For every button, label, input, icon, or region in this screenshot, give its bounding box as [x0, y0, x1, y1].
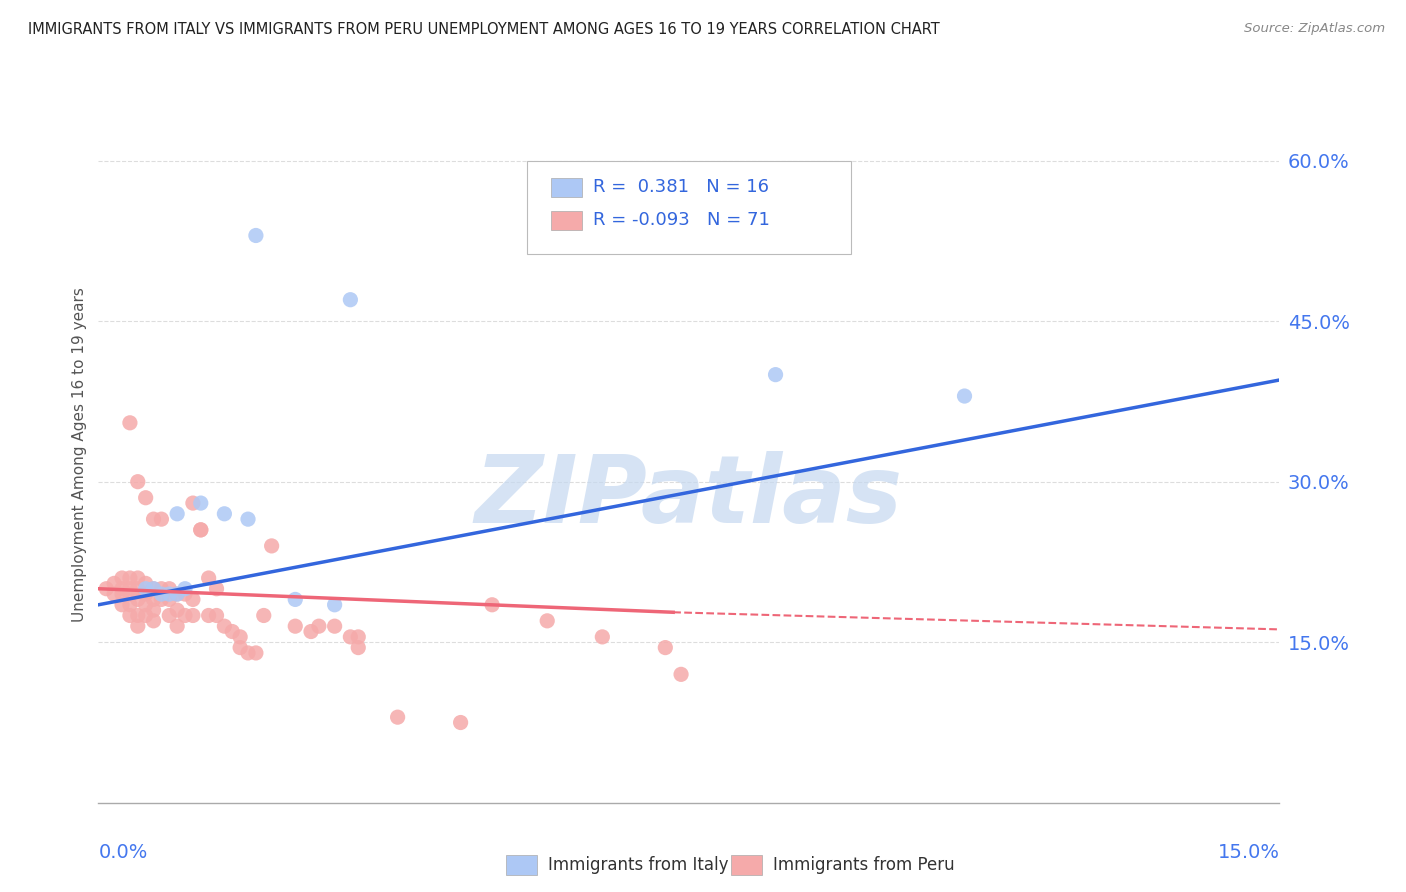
Point: [142, 592, 165, 607]
Point: [166, 619, 188, 633]
Point: [150, 587, 173, 601]
Point: [481, 598, 503, 612]
Point: [190, 523, 212, 537]
Point: [142, 614, 165, 628]
Point: [214, 507, 236, 521]
Point: [260, 539, 283, 553]
Point: [174, 587, 197, 601]
Point: [135, 598, 157, 612]
Point: [150, 582, 173, 596]
Point: [150, 592, 173, 607]
Point: [236, 646, 259, 660]
Point: [450, 715, 472, 730]
Point: [339, 293, 361, 307]
Point: [103, 587, 125, 601]
Point: [229, 640, 252, 655]
Point: [142, 603, 165, 617]
Point: [166, 603, 188, 617]
Point: [308, 619, 330, 633]
Point: [284, 619, 307, 633]
Point: [245, 646, 267, 660]
Point: [127, 592, 149, 607]
Text: ZIPatlas: ZIPatlas: [475, 450, 903, 542]
Point: [111, 598, 134, 612]
Point: [111, 582, 134, 596]
Point: [245, 228, 267, 243]
Point: [181, 496, 204, 510]
Point: [135, 608, 157, 623]
Point: [103, 576, 125, 591]
Point: [229, 630, 252, 644]
Point: [127, 582, 149, 596]
Point: [197, 571, 219, 585]
Point: [127, 619, 149, 633]
Point: [127, 608, 149, 623]
Point: [323, 598, 346, 612]
Point: [166, 587, 188, 601]
Point: [150, 512, 173, 526]
Point: [536, 614, 558, 628]
Point: [157, 608, 180, 623]
Point: [284, 592, 307, 607]
Point: [127, 571, 149, 585]
Point: [135, 491, 157, 505]
Point: [174, 582, 197, 596]
Point: [323, 619, 346, 633]
Text: R = -0.093   N = 71: R = -0.093 N = 71: [593, 211, 770, 229]
Text: R =  0.381   N = 16: R = 0.381 N = 16: [593, 178, 769, 196]
Text: Immigrants from Italy: Immigrants from Italy: [548, 856, 728, 874]
Point: [221, 624, 243, 639]
Point: [765, 368, 787, 382]
Point: [347, 630, 370, 644]
Point: [205, 582, 228, 596]
Point: [387, 710, 409, 724]
Point: [118, 416, 141, 430]
Point: [654, 640, 676, 655]
Point: [174, 608, 197, 623]
Point: [253, 608, 276, 623]
Point: [197, 608, 219, 623]
Point: [190, 523, 212, 537]
Point: [118, 582, 141, 596]
Point: [157, 587, 180, 601]
Point: [135, 582, 157, 596]
Point: [135, 587, 157, 601]
Point: [135, 576, 157, 591]
Point: [669, 667, 692, 681]
Text: 15.0%: 15.0%: [1218, 844, 1279, 863]
Point: [142, 582, 165, 596]
Text: IMMIGRANTS FROM ITALY VS IMMIGRANTS FROM PERU UNEMPLOYMENT AMONG AGES 16 TO 19 Y: IMMIGRANTS FROM ITALY VS IMMIGRANTS FROM…: [28, 22, 939, 37]
Point: [339, 630, 361, 644]
Point: [236, 512, 259, 526]
Point: [157, 592, 180, 607]
Point: [111, 571, 134, 585]
Point: [118, 598, 141, 612]
Point: [190, 496, 212, 510]
Point: [118, 571, 141, 585]
Point: [181, 592, 204, 607]
Text: Immigrants from Peru: Immigrants from Peru: [773, 856, 955, 874]
Point: [157, 582, 180, 596]
Text: Source: ZipAtlas.com: Source: ZipAtlas.com: [1244, 22, 1385, 36]
Point: [953, 389, 976, 403]
Point: [142, 582, 165, 596]
Point: [111, 587, 134, 601]
Point: [166, 507, 188, 521]
Point: [591, 630, 613, 644]
Point: [127, 475, 149, 489]
Point: [214, 619, 236, 633]
Point: [142, 512, 165, 526]
Point: [118, 608, 141, 623]
Y-axis label: Unemployment Among Ages 16 to 19 years: Unemployment Among Ages 16 to 19 years: [72, 287, 87, 623]
Point: [118, 587, 141, 601]
Point: [96, 582, 118, 596]
Point: [347, 640, 370, 655]
Point: [299, 624, 322, 639]
Point: [205, 608, 228, 623]
Point: [181, 608, 204, 623]
Point: [166, 587, 188, 601]
Text: 0.0%: 0.0%: [98, 844, 148, 863]
